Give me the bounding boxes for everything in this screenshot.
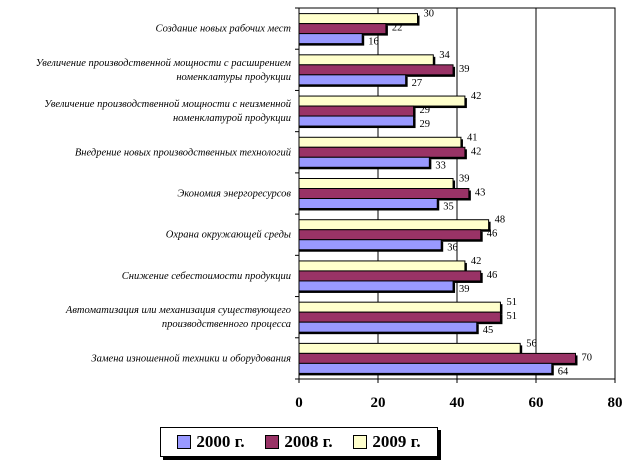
bar <box>298 64 454 76</box>
bar <box>298 115 415 127</box>
category-label-line: номенклатуры продукции <box>176 72 291 83</box>
bar <box>298 229 482 241</box>
category-label-line: Увеличение производственной мощности с р… <box>36 58 292 69</box>
category-label-line: Создание новых рабочих мест <box>156 24 292 35</box>
data-label: 45 <box>483 325 494 336</box>
legend-item-2008: 2008 г. <box>265 432 333 452</box>
bar <box>298 136 462 148</box>
bar <box>298 105 415 117</box>
bar <box>298 311 501 323</box>
x-tick-label: 20 <box>371 395 386 411</box>
x-tick-label: 40 <box>450 395 465 411</box>
category-label-line: номенклатурой продукции <box>173 113 291 124</box>
category-label-line: Автоматизация или механизация существующ… <box>65 305 291 316</box>
bar <box>298 156 430 168</box>
data-label: 70 <box>582 352 593 363</box>
bar <box>298 23 387 35</box>
data-label: 64 <box>558 366 569 377</box>
data-label: 33 <box>435 160 446 171</box>
category-label: Увеличение производственной мощности с н… <box>44 99 291 124</box>
category-label-line: Замена изношенной техники и оборудования <box>91 353 291 364</box>
bar <box>298 352 576 364</box>
category-label-line: Увеличение производственной мощности с н… <box>44 99 291 110</box>
legend-label-2000: 2000 г. <box>196 432 245 451</box>
category-label: Внедрение новых производственных техноло… <box>75 147 292 158</box>
data-label: 46 <box>487 229 498 240</box>
data-label: 56 <box>526 338 537 349</box>
legend-label-2009: 2009 г. <box>372 432 421 451</box>
data-label: 48 <box>495 215 506 226</box>
data-label: 51 <box>506 297 517 308</box>
data-label: 42 <box>471 91 482 102</box>
data-label: 27 <box>412 78 423 89</box>
bar <box>298 188 470 199</box>
data-label: 42 <box>471 256 482 267</box>
data-label: 39 <box>459 284 470 295</box>
x-tick-label: 0 <box>295 395 303 411</box>
bar <box>298 146 466 158</box>
category-label: Экономия энергоресурсов <box>177 189 291 200</box>
data-label: 39 <box>459 174 470 185</box>
data-label: 43 <box>475 188 486 199</box>
bar <box>298 178 454 189</box>
category-label: Охрана окружающей среды <box>166 230 291 241</box>
bar <box>298 54 434 66</box>
category-label: Автоматизация или механизация существующ… <box>65 305 291 330</box>
category-label: Замена изношенной техники и оборудования <box>91 353 291 364</box>
data-label: 39 <box>459 64 470 75</box>
data-label: 36 <box>447 243 458 254</box>
category-label-line: Экономия энергоресурсов <box>177 189 291 200</box>
data-label: 34 <box>439 50 450 61</box>
legend-swatch-2000 <box>177 435 192 449</box>
data-label: 51 <box>506 311 517 322</box>
bar <box>298 74 407 86</box>
legend-item-2000: 2000 г. <box>177 432 245 452</box>
legend-item-2009: 2009 г. <box>353 432 421 452</box>
bar-chart: 0 20 40 60 80 30 22 16 Создание новых рабочих ме… <box>36 7 623 411</box>
data-label: 30 <box>424 9 435 20</box>
data-label: 22 <box>392 23 403 34</box>
bar <box>298 342 521 354</box>
category-label: Создание новых рабочих мест <box>156 24 292 35</box>
data-label: 35 <box>443 202 454 213</box>
bar <box>298 362 553 374</box>
bar <box>298 280 454 292</box>
data-label: 42 <box>471 146 482 157</box>
bar <box>298 301 501 313</box>
data-label: 46 <box>487 270 498 281</box>
x-tick-label: 60 <box>529 395 544 411</box>
category-label-line: Охрана окружающей среды <box>166 230 291 241</box>
data-label: 16 <box>368 37 379 48</box>
bar <box>298 198 438 209</box>
bar <box>298 260 466 272</box>
category-label: Увеличение производственной мощности с р… <box>36 58 292 83</box>
legend-label-2008: 2008 г. <box>284 432 333 451</box>
legend-swatch-2009 <box>353 435 368 449</box>
data-label: 29 <box>420 119 431 130</box>
bar <box>298 321 478 333</box>
category-label: Снижение себестоимости продукции <box>122 271 291 282</box>
bar <box>298 270 482 282</box>
bar <box>298 239 442 251</box>
data-label: 41 <box>467 132 478 143</box>
data-label: 29 <box>420 105 431 116</box>
category-label-line: производственного процесса <box>162 319 291 330</box>
bar <box>298 95 466 107</box>
category-label-line: Снижение себестоимости продукции <box>122 271 291 282</box>
bar <box>298 219 490 231</box>
bar <box>298 33 363 45</box>
legend-swatch-2008 <box>265 435 280 449</box>
x-tick-label: 80 <box>608 395 623 411</box>
chart-legend: 2000 г. 2008 г. 2009 г. <box>160 427 438 457</box>
category-label-line: Внедрение новых производственных техноло… <box>75 147 292 158</box>
